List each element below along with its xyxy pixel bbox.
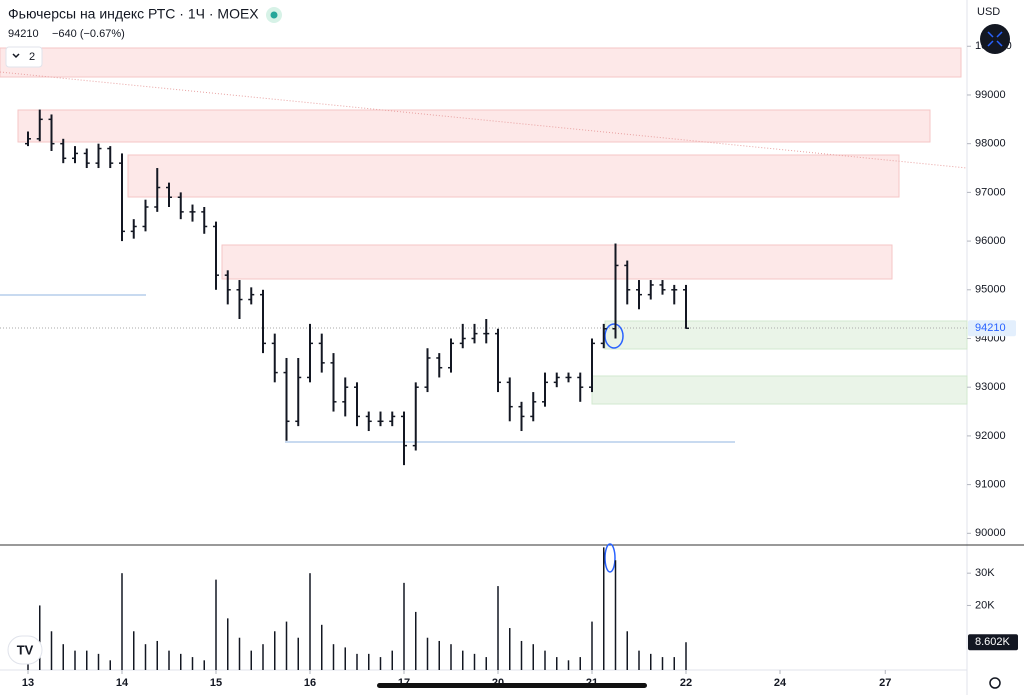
x-tick-label: 16 — [304, 677, 316, 689]
zone — [17, 109, 931, 143]
x-tick-label: 22 — [680, 677, 692, 689]
scroll-handle[interactable] — [377, 683, 647, 688]
annotation-circle — [604, 323, 624, 349]
price-tag-label: 94210 — [975, 322, 1006, 334]
logo-mark: TV — [17, 642, 34, 657]
currency: USD — [977, 6, 1000, 18]
y-tick-label: 91000 — [975, 479, 1006, 491]
fit-button[interactable] — [980, 24, 1010, 54]
y2-tick-label: 30K — [975, 567, 995, 579]
price-change: −640 (−0.67%) — [52, 28, 125, 40]
volume-tag-label: 8.602K — [975, 636, 1011, 648]
zone — [591, 375, 968, 405]
fit-icon — [987, 31, 1003, 47]
indicator-count: 2 — [29, 51, 35, 63]
zone — [604, 320, 968, 350]
x-tick-label: 27 — [879, 677, 891, 689]
y2-tick-label: 20K — [975, 599, 995, 611]
zone — [221, 244, 893, 280]
logo[interactable] — [7, 635, 43, 665]
x-tick-label: 15 — [210, 677, 222, 689]
chevron — [12, 53, 20, 59]
volume-tag — [968, 634, 1018, 651]
y-tick-label: 92000 — [975, 430, 1006, 442]
y-tick-label: 93000 — [975, 381, 1006, 393]
zone — [127, 154, 900, 198]
y-tick-label: 90000 — [975, 527, 1006, 539]
indicator-toggle[interactable] — [5, 46, 43, 68]
y-tick-label: 99000 — [975, 89, 1006, 101]
y-tick-label: 97000 — [975, 186, 1006, 198]
x-tick-label: 24 — [774, 677, 787, 689]
y-tick-label: 98000 — [975, 138, 1006, 150]
y-tick-label: 96000 — [975, 235, 1006, 247]
y-tick-label: 95000 — [975, 284, 1006, 296]
chart-title: Фьючерсы на индекс РТС · 1Ч · MOEX — [8, 6, 259, 22]
last-price: 94210 — [8, 28, 39, 40]
x-tick-label: 14 — [116, 677, 129, 689]
status-dot — [270, 11, 278, 19]
annotation-circle — [604, 543, 616, 573]
settings[interactable] — [989, 677, 1001, 689]
price-tag — [968, 320, 1016, 337]
x-tick-label: 13 — [22, 677, 34, 689]
zone — [0, 47, 962, 78]
